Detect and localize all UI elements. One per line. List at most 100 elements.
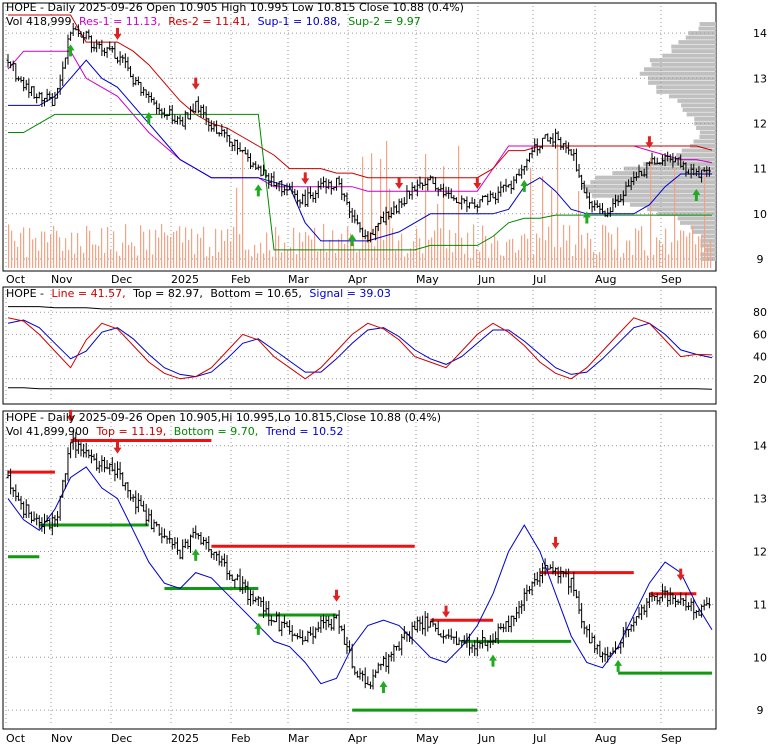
volume-bar xyxy=(71,232,73,268)
volume-bar xyxy=(689,232,691,268)
volume-bar xyxy=(446,248,448,268)
legend-res2: Res-2 = 11.41, xyxy=(168,15,250,28)
volume-bar xyxy=(116,251,118,268)
volume-profile-bar xyxy=(629,202,716,207)
volume-bar xyxy=(626,240,628,268)
volume-bar xyxy=(239,234,241,268)
oscillator-top xyxy=(8,306,712,310)
volume-bar xyxy=(518,249,520,268)
volume-bar xyxy=(362,156,364,268)
volume-bar xyxy=(212,255,214,268)
volume-bar xyxy=(50,234,52,268)
oscillator-legend: HOPE - Line = 41.57, Top = 82.97, Bottom… xyxy=(6,287,391,300)
volume-bar xyxy=(236,187,238,268)
volume-bar xyxy=(74,253,76,268)
volume-bar xyxy=(599,252,601,268)
volume-profile-bar xyxy=(595,175,716,180)
support-resistance-lines xyxy=(7,14,713,251)
x-tick-label: Jul xyxy=(532,732,546,745)
volume-bar xyxy=(515,252,517,268)
volume-bar xyxy=(461,237,463,268)
volume-bar xyxy=(377,223,379,268)
volume-bar xyxy=(593,252,595,268)
volume-bar xyxy=(308,235,310,268)
legend-line: Line = 41.57, xyxy=(51,287,125,300)
volume-bar xyxy=(416,228,418,268)
volume-profile-bar xyxy=(612,198,716,203)
y-tick-label: 14 xyxy=(753,27,767,40)
volume-bar xyxy=(323,223,325,268)
trend-volume-readout: Vol 41,899,900 xyxy=(6,425,89,438)
volume-bar xyxy=(158,237,160,268)
volume-bar xyxy=(29,228,31,268)
volume-bar xyxy=(53,225,55,268)
volume-profile-bar xyxy=(647,207,716,212)
volume-bar xyxy=(314,227,316,268)
x-tick-label: May xyxy=(416,732,439,745)
legend-trend-bottom: Bottom = 9.70, xyxy=(174,425,259,438)
volume-bar xyxy=(311,239,313,268)
x-tick-label: Aug xyxy=(595,732,616,745)
volume-bar xyxy=(251,256,253,268)
volume-profile-bar xyxy=(698,26,716,31)
trend-envelope xyxy=(7,466,713,685)
volume-bar xyxy=(140,225,142,268)
volume-bar xyxy=(380,158,382,268)
volume-profile-bar xyxy=(657,211,716,216)
volume-profile-bar xyxy=(639,71,716,76)
volume-bar xyxy=(272,256,274,268)
volume-bar xyxy=(128,244,130,268)
volume-bar xyxy=(401,233,403,268)
volume-bar xyxy=(470,257,472,268)
volume-bar xyxy=(263,253,265,268)
volume-bar xyxy=(101,228,103,268)
volume-profile-bar xyxy=(656,85,716,90)
volume-bar xyxy=(707,244,709,268)
volume-bar xyxy=(590,238,592,268)
volume-bar xyxy=(596,254,598,268)
volume-bar xyxy=(134,246,136,268)
volume-bar xyxy=(449,229,451,268)
volume-profile-bar xyxy=(643,162,716,167)
y-tick-label: 11 xyxy=(753,163,767,176)
trend-price-bars xyxy=(6,430,711,690)
volume-bar xyxy=(611,234,613,268)
volume-profile-bar xyxy=(689,144,716,149)
volume-bar xyxy=(539,237,541,268)
volume-profile-bar xyxy=(694,121,716,126)
down-arrow xyxy=(113,27,122,40)
down-arrow xyxy=(676,568,685,581)
volume-bar xyxy=(143,231,145,268)
volume-bar xyxy=(95,244,97,268)
volume-profile-bar xyxy=(656,89,716,94)
volume-bar xyxy=(167,235,169,268)
volume-bar xyxy=(23,227,25,268)
volume-bar xyxy=(194,254,196,268)
volume-bar xyxy=(524,233,526,268)
volume-profile-bar xyxy=(644,67,716,72)
down-arrow xyxy=(551,536,560,549)
volume-bar xyxy=(602,224,604,268)
down-arrow xyxy=(332,589,341,602)
volume-bar xyxy=(296,254,298,268)
volume-bar xyxy=(443,166,445,268)
y-tick-label: 11 xyxy=(753,598,767,611)
down-arrow xyxy=(442,605,451,618)
volume-bar xyxy=(695,244,697,268)
volume-bar xyxy=(173,231,175,268)
volume-bar xyxy=(341,233,343,268)
volume-bar xyxy=(233,226,235,268)
volume-bar xyxy=(98,245,100,268)
y-tick-label: 12 xyxy=(753,117,767,130)
volume-bar xyxy=(656,237,658,268)
volume-bar xyxy=(38,250,40,268)
volume-bar xyxy=(533,254,535,268)
volume-bar xyxy=(344,243,346,268)
volume-profile-bar xyxy=(688,31,716,36)
volume-bar xyxy=(644,250,646,268)
volume-bar xyxy=(473,224,475,268)
volume-bar xyxy=(398,240,400,268)
line-sup2 xyxy=(8,113,712,251)
volume-bar xyxy=(560,247,562,268)
volume-bar xyxy=(545,240,547,268)
